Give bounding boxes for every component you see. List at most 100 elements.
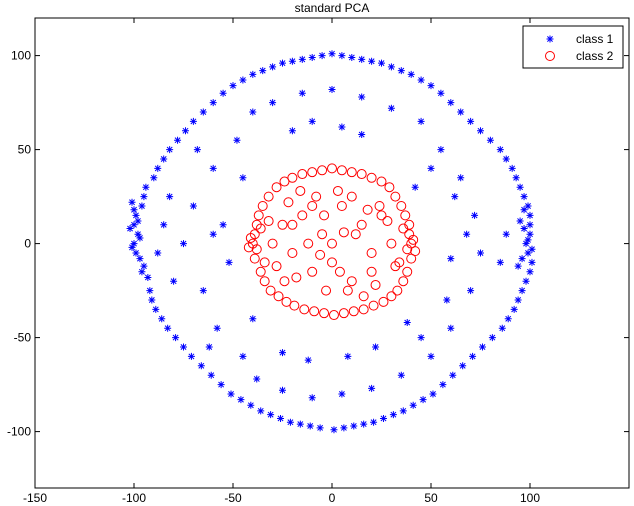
class-1-point bbox=[225, 258, 233, 266]
class-1-point bbox=[213, 324, 221, 332]
class-2-point bbox=[283, 197, 294, 208]
class-1-point bbox=[378, 59, 385, 67]
class-2-point bbox=[249, 253, 260, 264]
x-tick-label: 50 bbox=[424, 491, 438, 505]
class-1-point bbox=[316, 424, 324, 432]
class-1-point bbox=[387, 63, 395, 71]
class-1-point bbox=[233, 136, 241, 144]
class-1-point bbox=[338, 52, 346, 60]
class-2-point bbox=[289, 300, 300, 311]
class-2-point bbox=[374, 201, 385, 211]
x-tick-label: 0 bbox=[329, 491, 336, 505]
class-1-point bbox=[338, 390, 346, 398]
class-2-point bbox=[253, 210, 264, 221]
class-1-point bbox=[477, 127, 484, 135]
class-2-point bbox=[350, 229, 361, 240]
class-2-point bbox=[336, 201, 347, 211]
class-1-point bbox=[348, 53, 356, 61]
class-1-point bbox=[526, 221, 534, 229]
class-1-point bbox=[150, 174, 158, 182]
class-1-point bbox=[158, 315, 166, 323]
class-2-point bbox=[338, 308, 349, 319]
class-2-point bbox=[307, 266, 318, 277]
class-1-point bbox=[193, 146, 201, 154]
class-1-point bbox=[237, 396, 245, 404]
class-2-point bbox=[307, 201, 318, 211]
class-1-point bbox=[239, 174, 247, 182]
class-1-point bbox=[154, 164, 162, 172]
class-1-point bbox=[134, 230, 142, 238]
class-2-point bbox=[263, 216, 274, 227]
class-1-point bbox=[189, 117, 197, 125]
class-1-point bbox=[439, 381, 447, 389]
class-1-point bbox=[209, 230, 217, 238]
class-1-point bbox=[132, 249, 140, 257]
ticks-layer: -150 -100 -50 0 50 100 -100 -50 0 50 100 bbox=[7, 18, 629, 505]
class-2-point bbox=[346, 167, 357, 178]
class-1-point bbox=[457, 108, 465, 116]
class-1-point bbox=[229, 82, 237, 90]
class-1-point bbox=[508, 164, 516, 172]
class-2-point bbox=[243, 242, 254, 253]
class-2-point bbox=[295, 185, 306, 196]
class-1-point bbox=[411, 183, 419, 191]
class-1-point bbox=[429, 390, 437, 398]
class-1-point bbox=[128, 243, 136, 251]
class-2-point bbox=[366, 266, 377, 277]
class-2-point bbox=[338, 227, 349, 238]
class-1-point bbox=[132, 211, 140, 219]
class-1-point bbox=[478, 343, 486, 351]
class-2-point bbox=[370, 279, 381, 290]
class-1-point bbox=[502, 230, 510, 238]
class-1-point bbox=[160, 221, 168, 229]
class-2-point bbox=[315, 249, 326, 260]
class-1-point bbox=[350, 422, 358, 430]
series-class-1 bbox=[126, 50, 536, 434]
class-1-point bbox=[148, 296, 156, 304]
class-1-point bbox=[249, 108, 257, 116]
class-2-point bbox=[376, 176, 387, 187]
class-2-point bbox=[392, 285, 403, 296]
class-1-point bbox=[181, 127, 189, 135]
class-1-point bbox=[486, 136, 494, 144]
class-1-point bbox=[166, 146, 174, 154]
class-2-point bbox=[356, 219, 367, 230]
class-2-point bbox=[348, 306, 359, 317]
class-1-point bbox=[152, 305, 160, 313]
class-2-point bbox=[303, 238, 314, 249]
class-1-point bbox=[399, 407, 407, 415]
class-2-point bbox=[384, 182, 395, 193]
class-2-point bbox=[273, 291, 284, 302]
class-1-point bbox=[277, 414, 285, 422]
class-1-point bbox=[409, 401, 417, 409]
class-1-point bbox=[459, 362, 467, 370]
class-1-point bbox=[407, 70, 415, 78]
class-1-point bbox=[207, 371, 215, 379]
x-tick-label: -100 bbox=[122, 491, 146, 505]
class-1-point bbox=[510, 305, 518, 313]
class-1-point bbox=[522, 277, 530, 285]
class-2-point bbox=[386, 238, 397, 249]
class-1-point bbox=[138, 268, 146, 276]
points-layer bbox=[126, 50, 536, 434]
class-2-point bbox=[309, 306, 320, 317]
y-tick-label: 0 bbox=[24, 237, 31, 251]
class-1-point bbox=[298, 89, 306, 97]
class-2-point bbox=[334, 266, 345, 277]
class-2-point bbox=[321, 285, 332, 296]
class-1-point bbox=[449, 371, 457, 379]
class-1-point bbox=[502, 155, 510, 163]
class-1-point bbox=[526, 211, 534, 219]
class-1-point bbox=[164, 324, 172, 332]
class-1-point bbox=[496, 146, 504, 154]
class-1-point bbox=[130, 240, 138, 248]
class-2-point bbox=[328, 310, 339, 321]
class-1-point bbox=[130, 206, 138, 214]
class-2-point bbox=[366, 248, 377, 258]
class-1-point bbox=[296, 420, 304, 428]
class-2-point bbox=[281, 296, 292, 307]
class-2-point bbox=[259, 276, 270, 287]
class-2-point bbox=[245, 232, 256, 243]
class-2-point bbox=[319, 210, 330, 221]
